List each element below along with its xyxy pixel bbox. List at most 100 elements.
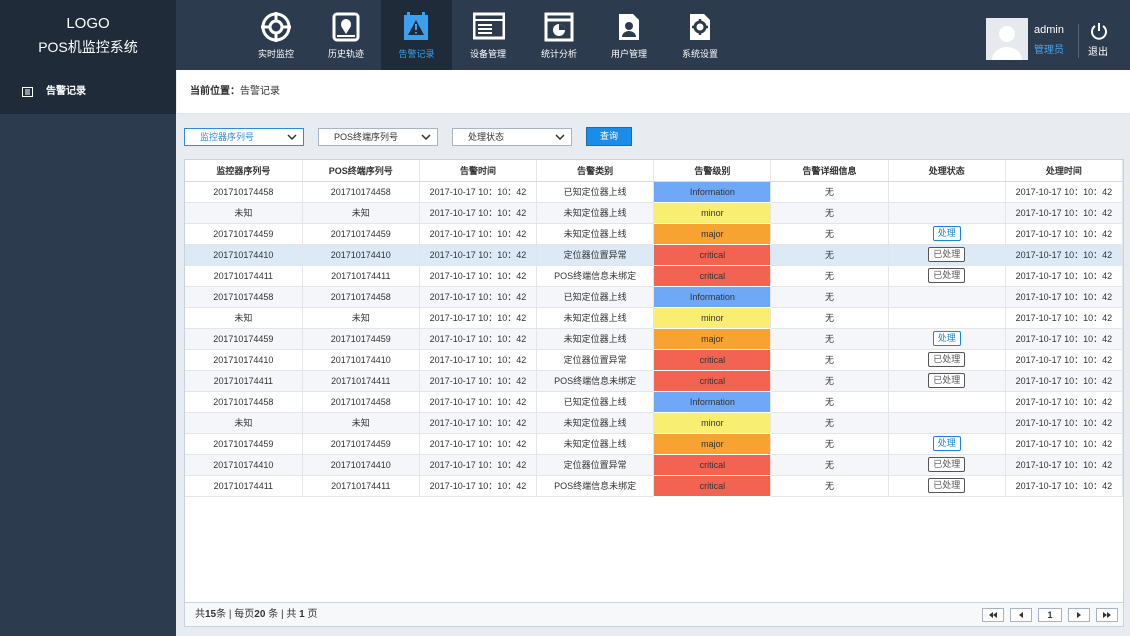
cell-text: 2017-10-17 10：10：42 <box>1015 292 1113 302</box>
table-cell: major <box>653 223 772 245</box>
table-cell: 未知 <box>185 202 303 224</box>
table-cell: 已处理 <box>888 454 1006 476</box>
cell-text: 无 <box>825 271 835 281</box>
table-cell: 2017-10-17 10：10：42 <box>419 349 538 371</box>
prev-page[interactable] <box>1010 608 1032 622</box>
status-button[interactable]: 已处理 <box>928 457 966 472</box>
current-page[interactable]: 1 <box>1038 608 1062 622</box>
table-cell: 201710174459 <box>185 328 303 350</box>
table-cell: Information <box>653 181 772 203</box>
cell-text: 2017-10-17 10：10：42 <box>1015 271 1113 281</box>
nav-item[interactable]: 实时监控 <box>241 0 311 70</box>
table-cell: 2017-10-17 10：10：42 <box>1005 202 1124 224</box>
table-cell: 201710174458 <box>302 286 420 308</box>
column-header: 告警时间 <box>419 160 538 182</box>
nav-item[interactable]: 统计分析 <box>524 0 594 70</box>
sidebar-label: 告警记录 <box>46 86 86 97</box>
table-cell: 201710174411 <box>302 475 420 497</box>
cell-text: 201710174410 <box>330 354 391 365</box>
table-row: 201710174410 201710174410 2017-10-17 10：10… <box>185 244 1124 266</box>
cell-text: 201710174411 <box>213 375 274 386</box>
table-cell: 无 <box>770 475 889 497</box>
status-button[interactable]: 处理 <box>932 436 961 451</box>
table-cell: 201710174410 <box>185 349 303 371</box>
table-cell: 201710174459 <box>302 328 420 350</box>
nav-item[interactable]: 历史轨迹 <box>311 0 381 70</box>
cell-text: 2017-10-17 10：10：42 <box>1015 418 1113 428</box>
status-button[interactable]: 已处理 <box>928 352 966 367</box>
table-cell: 无 <box>770 181 889 203</box>
cell-text: 无 <box>825 313 835 323</box>
column-header: POS终端序列号 <box>302 160 420 182</box>
nav-item[interactable]: 用户管理 <box>594 0 664 70</box>
cell-text: 无 <box>825 418 835 428</box>
table-cell: Information <box>653 391 772 413</box>
table-cell <box>888 286 1006 308</box>
table-cell <box>888 391 1006 413</box>
status-button[interactable]: 已处理 <box>928 247 966 262</box>
pager-number: 1 <box>299 609 305 620</box>
table-cell: 2017-10-17 10：10：42 <box>1005 433 1124 455</box>
nav-label: 实时监控 <box>257 49 294 59</box>
cell-text: 2017-10-17 10：10：42 <box>429 397 527 407</box>
cell-text: 201710174411 <box>331 270 391 281</box>
nav-label: 系统设置 <box>681 49 718 59</box>
table-cell: 201710174410 <box>185 454 303 476</box>
table-cell: 201710174410 <box>302 244 420 266</box>
alarm-level: Information <box>689 291 735 302</box>
cell-text: 201710174459 <box>330 228 391 239</box>
sidebar: 告警记录 <box>0 70 176 636</box>
cell-text: 2017-10-17 10：10：42 <box>429 439 527 449</box>
user-role: 管理员 <box>1034 45 1064 56</box>
table-cell: 未知定位器上线 <box>536 202 655 224</box>
cell-text: 无 <box>825 397 835 407</box>
table-cell: 2017-10-17 10：10：42 <box>419 475 538 497</box>
column-header: 处理状态 <box>888 160 1006 182</box>
table-cell: 未知 <box>302 202 420 224</box>
cell-text: 2017-10-17 10：10：42 <box>429 250 527 260</box>
top-bar: LOGO POS机监控系统 实时监控 历史轨迹 告警记录 设备管理 统计分析 用… <box>0 0 1130 70</box>
cell-text: 2017-10-17 10：10：42 <box>1015 397 1113 407</box>
cell-text: 已知定位器上线 <box>563 187 627 197</box>
cell-text: 2017-10-17 10：10：42 <box>1015 460 1113 470</box>
table-cell: POS终端信息未绑定 <box>536 265 655 287</box>
table-cell: minor <box>653 307 772 329</box>
select[interactable]: 监控器序列号 <box>184 128 304 146</box>
status-button[interactable]: 处理 <box>932 226 961 241</box>
cell-text: 2017-10-17 10：10：42 <box>429 376 527 386</box>
query-button[interactable]: 查询 <box>586 127 632 146</box>
status-button[interactable]: 已处理 <box>928 373 966 388</box>
cell-text: 201710174459 <box>213 333 274 344</box>
breadcrumb: 当前位置：告警记录 <box>177 70 1130 114</box>
cell-text: 已知定位器上线 <box>563 292 627 302</box>
first-page[interactable] <box>982 608 1004 622</box>
table-cell: 201710174458 <box>185 181 303 203</box>
select[interactable]: 处理状态 <box>452 128 572 146</box>
alarm-level: critical <box>699 270 726 281</box>
nav-item[interactable]: 设备管理 <box>453 0 523 70</box>
table-cell: Information <box>653 286 772 308</box>
logout[interactable]: 退出 <box>1088 47 1108 58</box>
nav-item[interactable]: 告警记录 <box>381 0 452 70</box>
cell-text: 无 <box>825 187 835 197</box>
last-page[interactable] <box>1096 608 1118 622</box>
table-cell: 2017-10-17 10：10：42 <box>1005 475 1124 497</box>
alarm-level: minor <box>701 417 724 428</box>
nav-item[interactable]: 系统设置 <box>665 0 735 70</box>
table-cell: 201710174411 <box>185 265 303 287</box>
table-cell: 未知定位器上线 <box>536 328 655 350</box>
cell-text: 未知 <box>351 208 370 218</box>
cell-text: 201710174458 <box>213 291 274 302</box>
select[interactable]: POS终端序列号 <box>318 128 438 146</box>
table-cell: 201710174459 <box>302 223 420 245</box>
table-cell: 无 <box>770 202 889 224</box>
table-cell: 无 <box>770 265 889 287</box>
table-cell: 已知定位器上线 <box>536 286 655 308</box>
next-page[interactable] <box>1068 608 1090 622</box>
status-button[interactable]: 已处理 <box>928 268 966 283</box>
table-cell: minor <box>653 412 772 434</box>
sidebar-item[interactable]: 告警记录 <box>0 70 176 114</box>
table-cell: 无 <box>770 370 889 392</box>
status-button[interactable]: 已处理 <box>928 478 966 493</box>
status-button[interactable]: 处理 <box>932 331 961 346</box>
